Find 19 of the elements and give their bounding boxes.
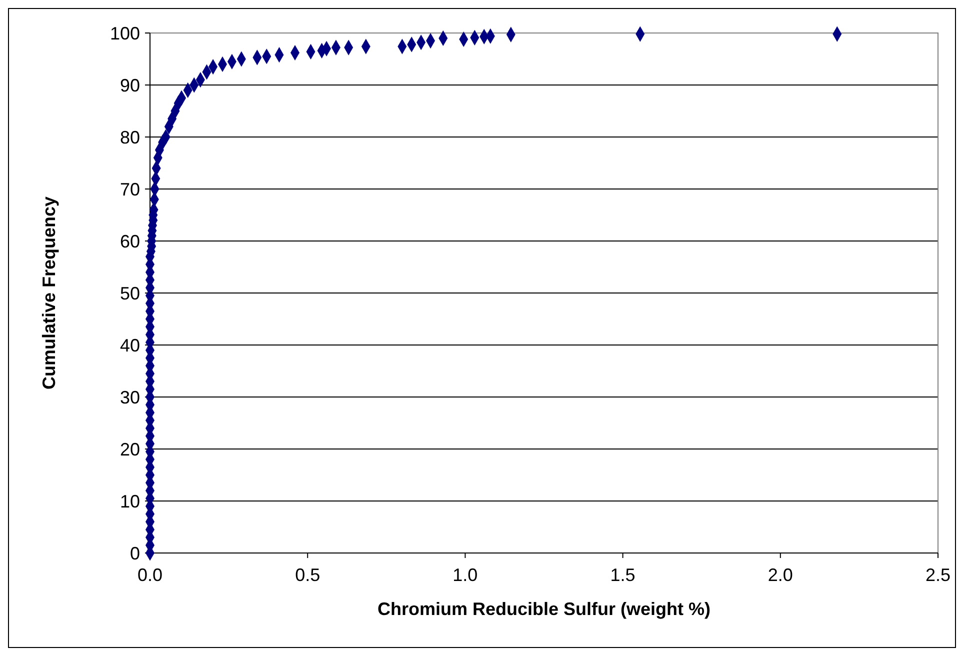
y-tick-label: 50 — [120, 283, 140, 304]
x-tick-label: 1.5 — [610, 565, 636, 585]
y-tick-label: 100 — [110, 23, 140, 44]
y-axis-title: Cumulative Frequency — [39, 196, 59, 390]
y-tick-label: 70 — [120, 179, 140, 200]
x-tick-label: 2.5 — [925, 565, 951, 585]
x-tick-label: 0.5 — [295, 565, 320, 585]
x-tick-label: 1.0 — [452, 565, 478, 585]
y-tick-label: 90 — [120, 75, 140, 96]
y-tick-label: 10 — [120, 491, 140, 512]
y-tick-label: 60 — [120, 231, 140, 252]
x-tick-label: 2.0 — [768, 565, 793, 585]
y-tick-label: 40 — [120, 335, 140, 356]
y-tick-label: 80 — [120, 127, 140, 148]
y-tick-label: 0 — [130, 543, 140, 564]
y-tick-label: 20 — [120, 439, 140, 460]
x-tick-label: 0.0 — [137, 565, 163, 585]
x-axis-title: Chromium Reducible Sulfur (weight %) — [377, 599, 711, 619]
y-tick-label: 30 — [120, 387, 140, 408]
